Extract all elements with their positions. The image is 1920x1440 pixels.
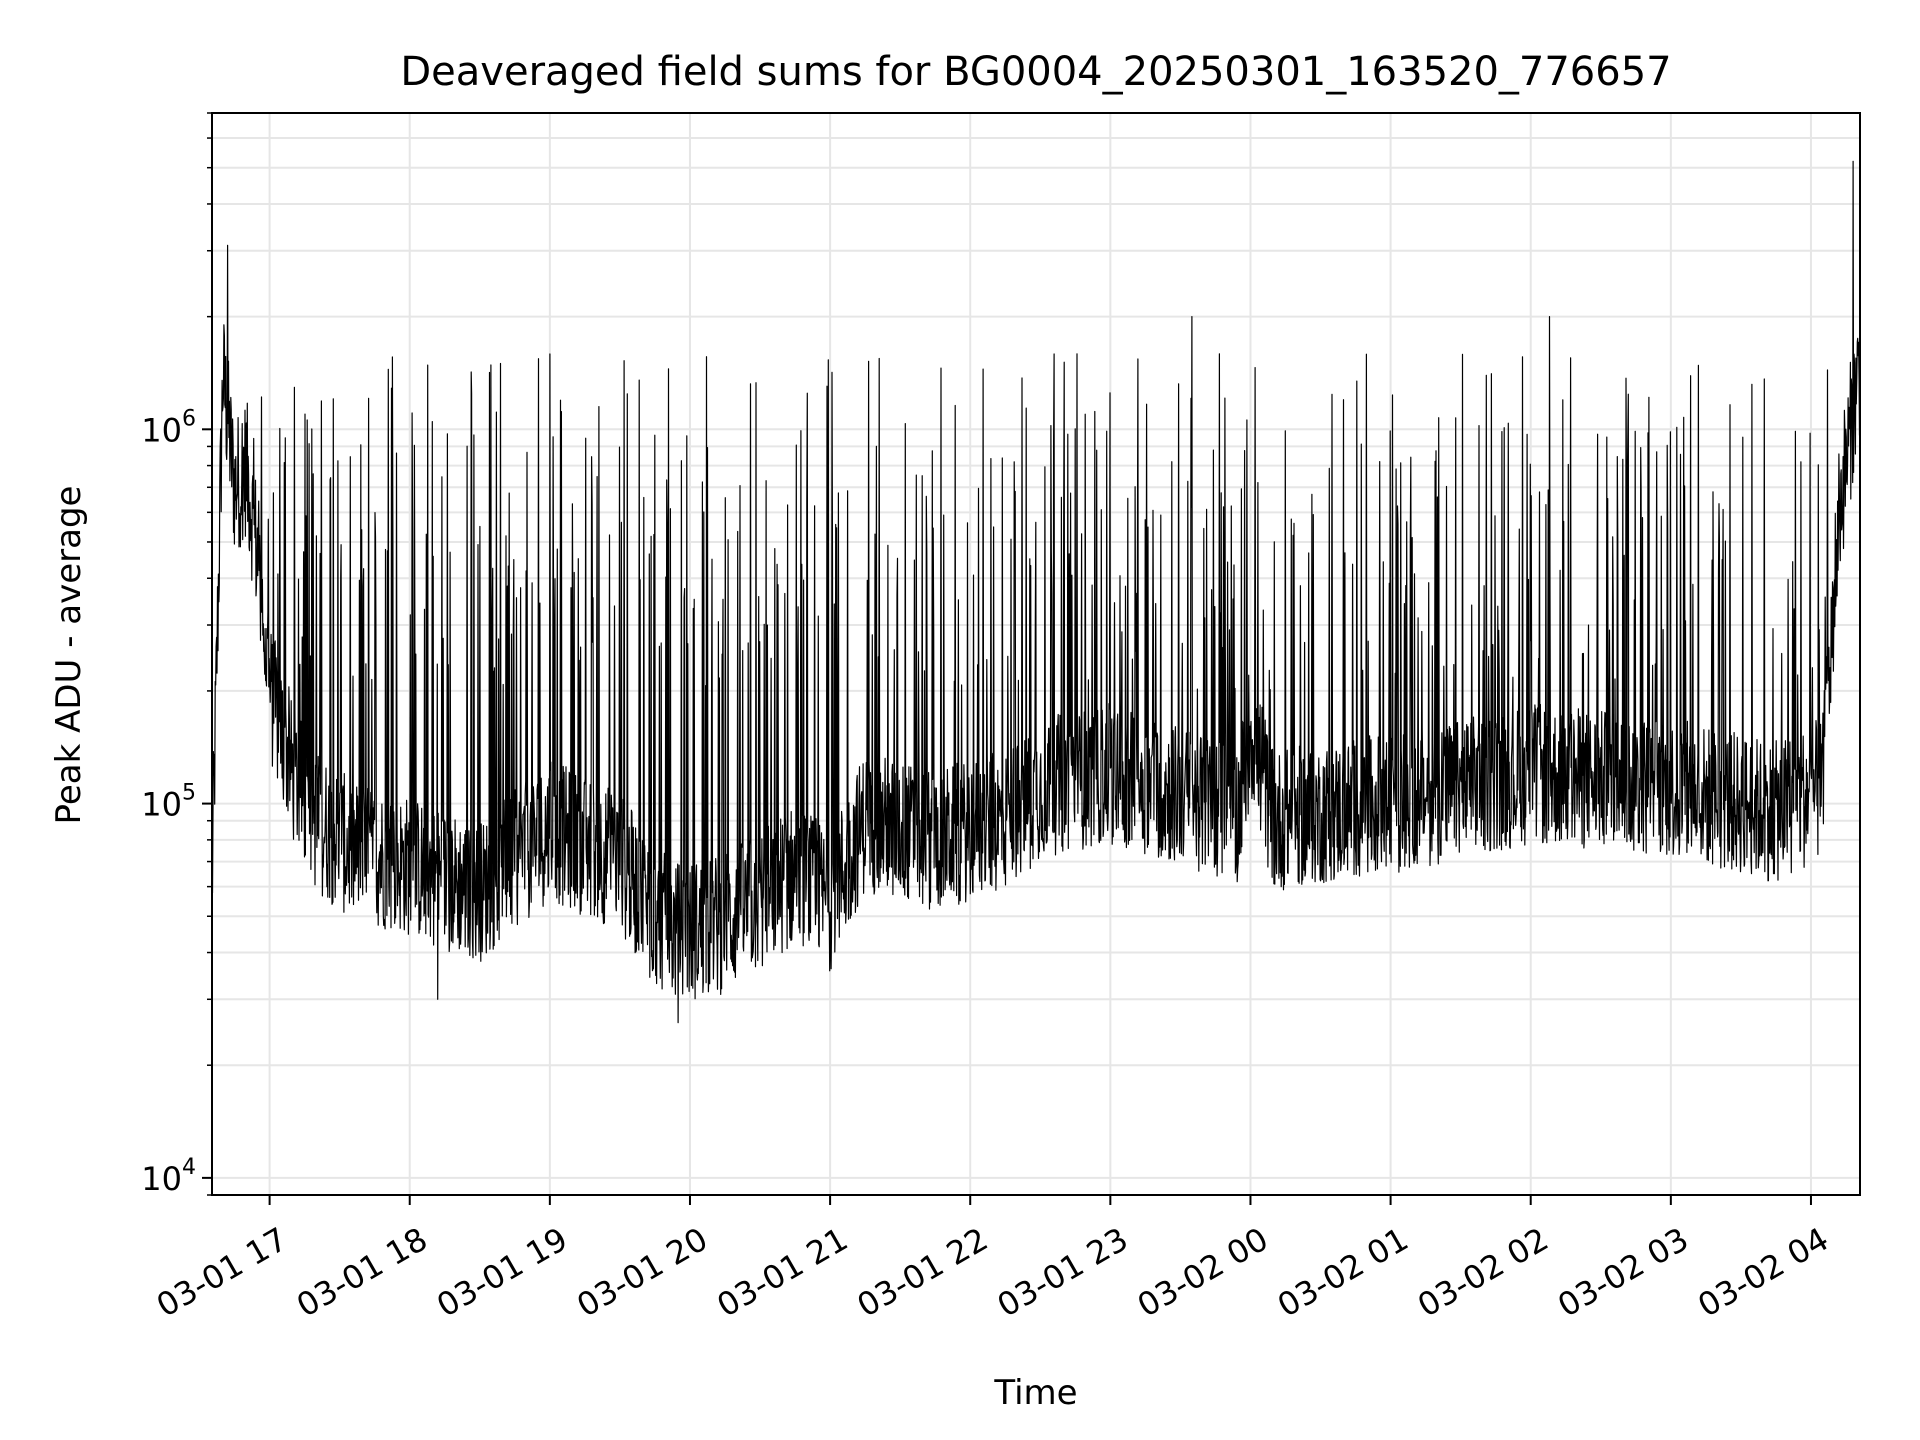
y-tick-label-base: 10: [141, 411, 182, 449]
x-tick-label: 03-02 03: [1551, 1220, 1695, 1325]
y-axis-label: Peak ADU - average: [49, 486, 89, 825]
plot-frame: [211, 112, 1861, 1196]
chart-title: Deaveraged field sums for BG0004_2025030…: [400, 49, 1671, 95]
x-tick-label: 03-02 02: [1411, 1220, 1555, 1325]
x-tick-label: 03-01 20: [570, 1220, 714, 1325]
y-tick-label-exponent: 4: [182, 1155, 196, 1180]
x-tick-label: 03-01 17: [150, 1220, 294, 1325]
y-tick-label: 106: [141, 406, 196, 449]
x-tick-label: 03-02 00: [1131, 1220, 1275, 1325]
x-tick-label: 03-02 04: [1691, 1220, 1835, 1325]
x-tick-label: 03-01 19: [430, 1220, 574, 1325]
y-tick-label: 105: [141, 781, 196, 824]
data-layer: [211, 160, 1861, 1024]
x-tick-label: 03-01 23: [991, 1220, 1135, 1325]
x-tick-label: 03-01 18: [290, 1220, 434, 1325]
x-tick-label: 03-02 01: [1271, 1220, 1415, 1325]
y-tick-label-base: 10: [141, 786, 182, 824]
y-tick-label-exponent: 5: [182, 781, 196, 806]
y-tick-label: 104: [141, 1155, 196, 1198]
y-tick-label-base: 10: [141, 1160, 182, 1198]
x-tick-label: 03-01 22: [851, 1220, 995, 1325]
x-axis-label: Time: [993, 1373, 1077, 1413]
y-tick-label-exponent: 6: [182, 406, 196, 431]
series-line: [211, 160, 1861, 1024]
x-tick-label: 03-01 21: [710, 1220, 854, 1325]
